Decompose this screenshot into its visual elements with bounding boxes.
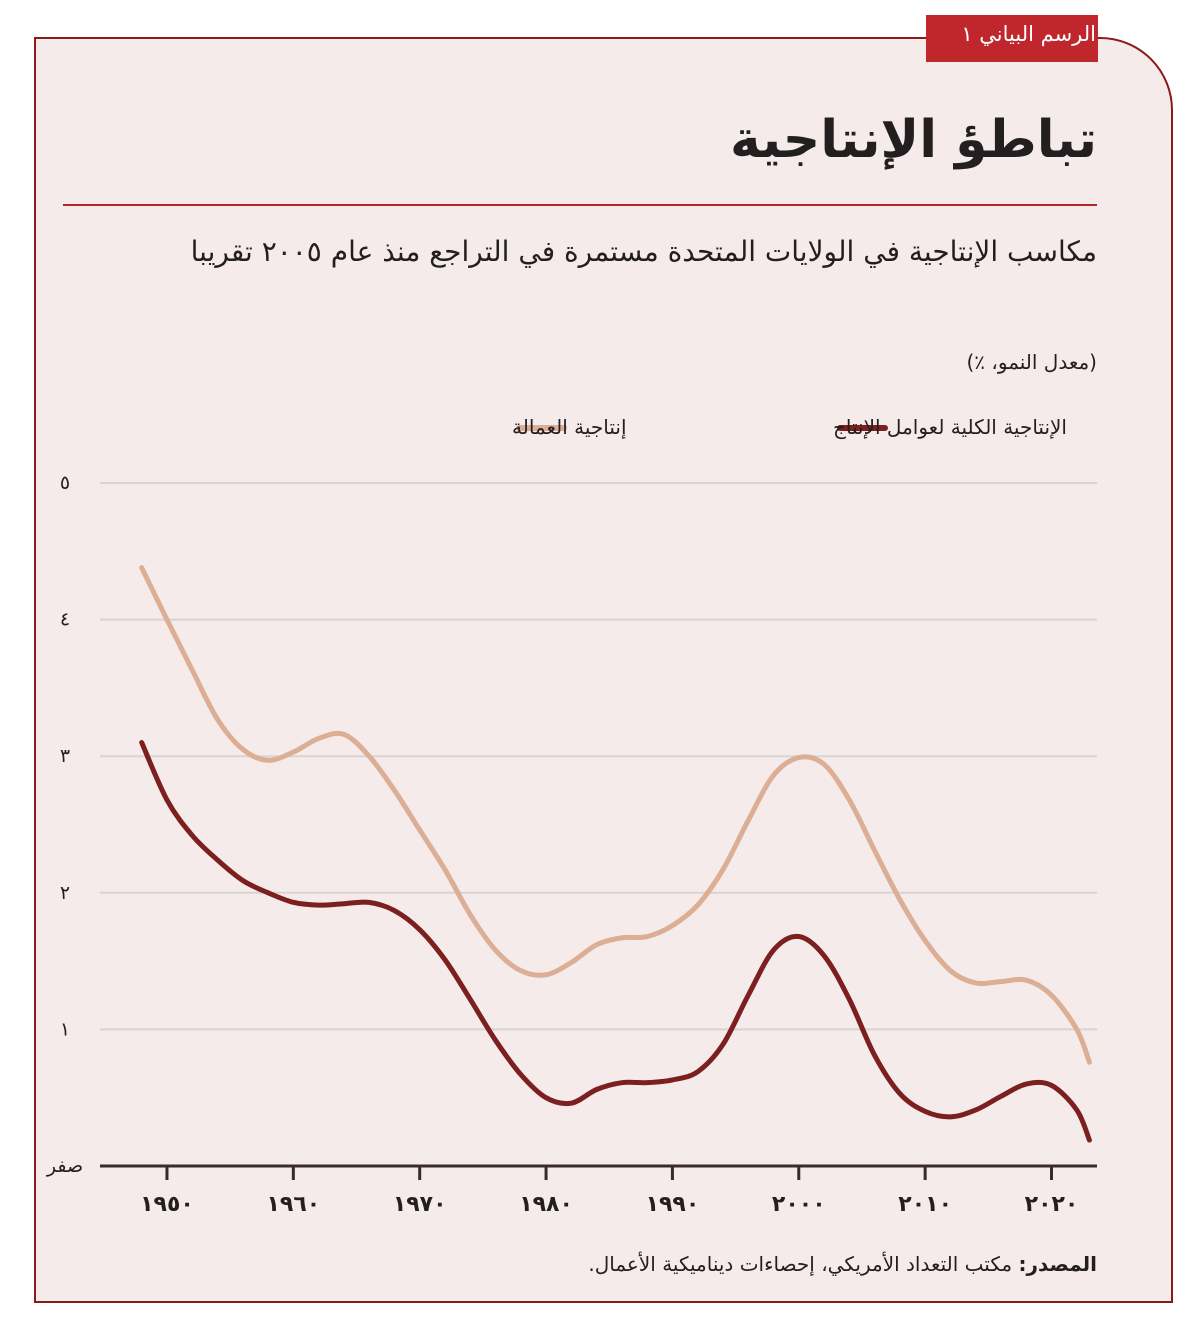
line-series [139,740,1092,1143]
y-tick-label: ١ [60,1018,70,1040]
badge: الرسم البياني ١ [961,22,1096,46]
line-series [139,565,1092,1065]
badge-box [926,15,1098,62]
x-tick-label: ٢٠٢٠ [1025,1192,1079,1217]
x-tick-label: ١٩٨٠ [519,1192,573,1217]
x-tick-label: ٢٠١٠ [898,1192,952,1217]
chart-subtitle: مكاسب الإنتاجية في الولايات المتحدة مستم… [190,235,1097,268]
y-tick-label: ٤ [60,609,70,631]
frame [34,37,1173,1303]
chart-title: تباطؤ الإنتاجية [729,110,1097,170]
legend-label: الإنتاجية الكلية لعوامل الإنتاج [833,415,1067,439]
y-tick-label: صفر [46,1155,83,1177]
legend-label: إنتاجية العمالة [512,415,627,440]
y-tick-label: ٣ [60,745,70,767]
x-tick-label: ٢٠٠٠ [772,1192,826,1217]
x-tick-label: ١٩٧٠ [393,1192,447,1217]
x-tick-label: ١٩٩٠ [646,1192,700,1217]
y-tick-label: ٥ [60,472,70,494]
source: المصدر: مكتب التعداد الأمريكي، إحصاءات د… [97,1252,1097,1276]
y-tick-label: ٢ [60,882,70,904]
x-tick-label: ١٩٥٠ [140,1192,194,1217]
x-tick-label: ١٩٦٠ [266,1192,320,1217]
y-axis-label: (معدل النمو، ٪) [966,350,1098,374]
source-label: المصدر: [1018,1252,1097,1276]
source-text: مكتب التعداد الأمريكي، إحصاءات ديناميكية… [588,1252,1013,1276]
